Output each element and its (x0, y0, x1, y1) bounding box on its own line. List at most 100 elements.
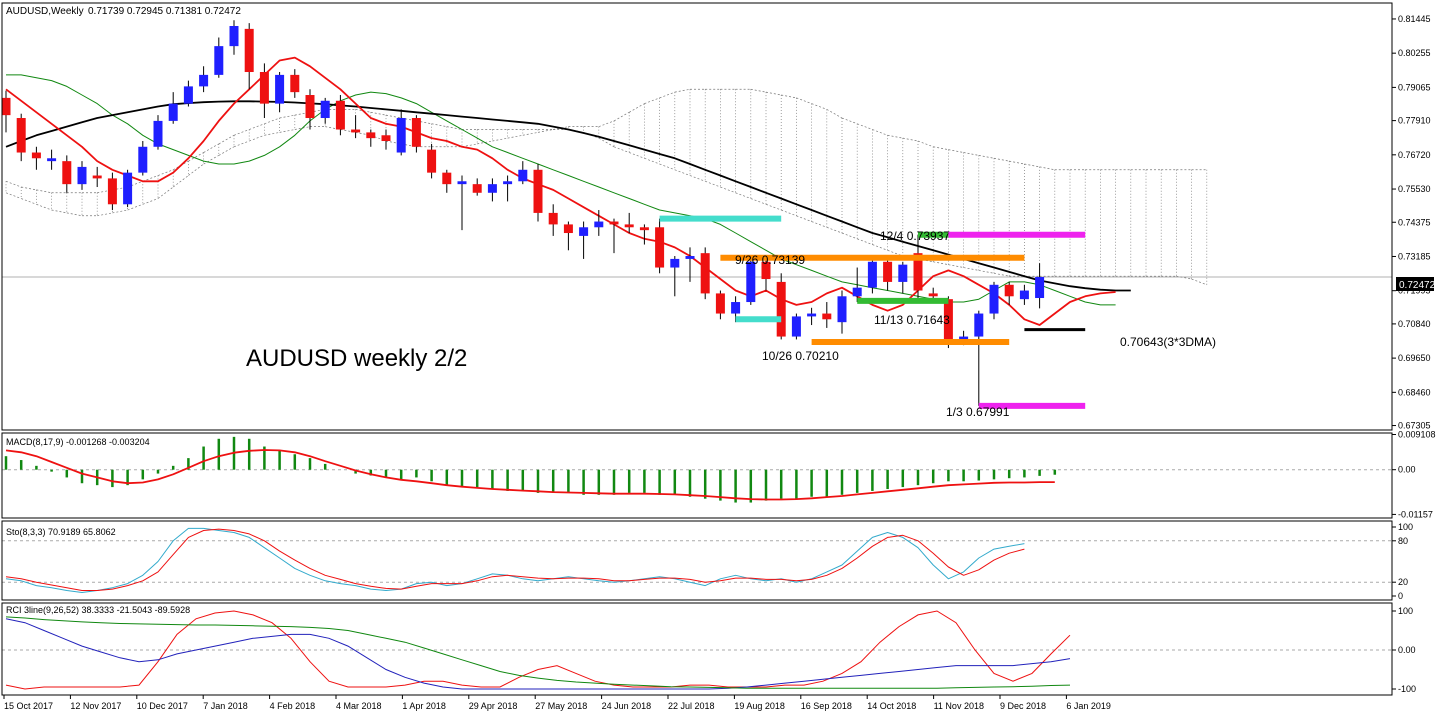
cloud-bottom-edge (933, 261, 949, 266)
bear-candle-body (305, 95, 315, 119)
candle (259, 63, 269, 119)
cloud-bottom-edge (21, 198, 37, 205)
sto-line-sto_signal (5, 528, 1025, 591)
cloud-top-edge (750, 88, 767, 93)
candle (77, 161, 87, 190)
bull-candle-body (138, 146, 148, 173)
bear-candle-body (427, 149, 437, 173)
bull-candle-body (807, 313, 817, 317)
cloud-bottom-edge (674, 169, 691, 176)
cloud-top-edge (279, 114, 295, 119)
bear-candle-body (883, 261, 893, 282)
x-tick-label: 6 Jan 2019 (1066, 701, 1111, 711)
cloud-bottom-edge (97, 212, 113, 217)
cloud-bottom-edge (36, 203, 52, 211)
x-tick-label: 11 Nov 2018 (934, 701, 984, 711)
cloud-bottom-edge (978, 270, 995, 274)
x-tick-label: 1 Apr 2018 (402, 701, 446, 711)
cloud-top-edge (249, 123, 265, 130)
cloud-bottom-edge (477, 140, 493, 145)
cloud-top-edge (781, 94, 797, 99)
candle (883, 258, 893, 291)
candle (563, 221, 573, 251)
cloud-bottom-edge (796, 215, 812, 222)
bull-candle-body (214, 46, 224, 75)
cloud-top-edge (598, 120, 615, 127)
price-y-tick-label: 0.69650 (1398, 353, 1431, 363)
cloud-bottom-edge (279, 129, 295, 133)
candle (351, 115, 361, 139)
bear-candle-body (472, 184, 482, 193)
cloud-top-edge (796, 97, 812, 104)
candle (518, 161, 528, 185)
cloud-bottom-edge (993, 272, 1010, 277)
price-y-tick-label: 0.74375 (1398, 217, 1431, 227)
bull-candle-body (989, 284, 999, 314)
cloud-bottom-edge (857, 238, 873, 245)
bear-candle-body (609, 221, 619, 225)
candle (442, 169, 452, 193)
candle (791, 313, 801, 340)
cloud-bottom-edge (537, 129, 554, 133)
tenkan-line (5, 56, 1116, 326)
bull-candle-body (1019, 290, 1029, 300)
bear-candle-body (776, 281, 786, 337)
cloud-bottom-edge (1176, 275, 1192, 280)
sto-y-tick-label: 100 (1398, 522, 1413, 532)
candle (183, 80, 193, 107)
price-y-tick-label: 0.77910 (1398, 116, 1431, 126)
rci-y-tick-label: -100 (1398, 684, 1416, 694)
bull-candle-body (746, 261, 756, 303)
candle (579, 221, 589, 259)
bear-candle-body (244, 28, 254, 73)
candle (290, 69, 300, 98)
candle (609, 218, 619, 254)
price-y-tick-label: 0.73185 (1398, 251, 1431, 261)
macd-y-tick-label: 0.009108 (1398, 430, 1436, 440)
candle (776, 273, 786, 340)
symbol-label: AUDUSD,Weekly (6, 6, 84, 17)
bull-candle-body (518, 169, 528, 182)
bull-candle-body (183, 86, 193, 104)
bear-candle-body (943, 299, 953, 343)
rci-y-tick-label: 100 (1398, 606, 1413, 616)
x-tick-label: 14 Oct 2018 (867, 701, 916, 711)
candle (335, 95, 345, 136)
bull-candle-body (199, 74, 209, 87)
bull-candle-body (670, 258, 680, 268)
sto-y-tick-label: 80 (1398, 536, 1408, 546)
candle (898, 261, 908, 294)
cloud-top-edge (355, 109, 371, 113)
cloud-top-edge (978, 155, 995, 159)
candle (168, 92, 178, 124)
bear-candle-body (31, 152, 41, 159)
price-y-tick-label: 0.81445 (1398, 14, 1431, 24)
candle (62, 155, 72, 193)
cloud-top-edge (264, 117, 280, 125)
x-tick-label: 16 Sep 2018 (801, 701, 852, 711)
cloud-bottom-edge (492, 137, 508, 142)
bear-candle-body (62, 161, 72, 185)
candle (472, 178, 482, 196)
price-tag-box (1396, 277, 1434, 291)
candle (685, 247, 695, 282)
cloud-top-edge (142, 175, 159, 182)
candle (123, 169, 133, 208)
rci-line-rci_short (5, 610, 1071, 690)
rci-title: RCI 3line(9,26,52) 38.3333 -21.5043 -89.… (6, 605, 190, 615)
candle (153, 115, 163, 150)
cloud-bottom-edge (872, 244, 888, 251)
candle (533, 164, 543, 222)
candle (1004, 281, 1014, 305)
cloud-bottom-edge (127, 203, 143, 211)
cloud-top-edge (1024, 163, 1040, 168)
bear-candle-body (290, 74, 300, 93)
bear-candle-body (533, 169, 543, 213)
price-y-tick-label: 0.70840 (1398, 319, 1431, 329)
cloud-top-edge (1039, 166, 1055, 171)
candle (761, 258, 771, 291)
cloud-top-edge (826, 109, 843, 119)
cloud-top-edge (963, 152, 979, 156)
bull-candle-body (898, 264, 908, 282)
candle (928, 287, 938, 300)
